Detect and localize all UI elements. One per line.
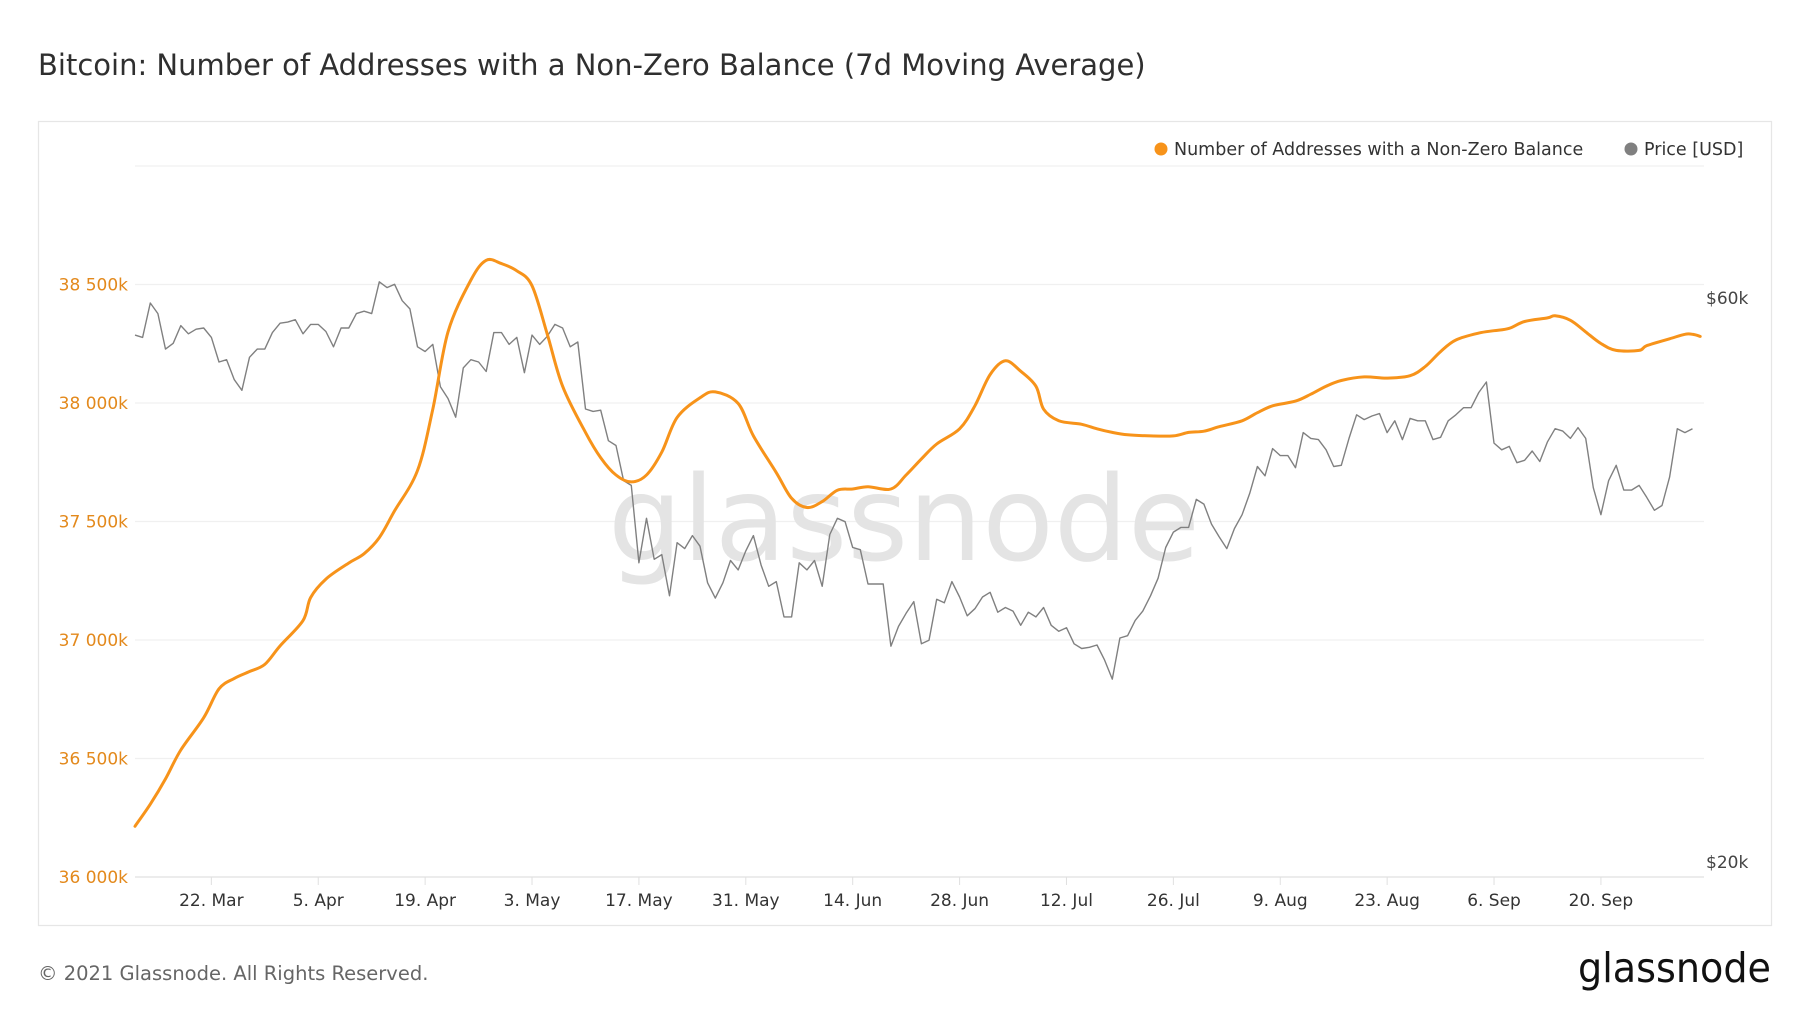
x-tick-label: 26. Jul: [1147, 891, 1200, 911]
x-tick-label: 19. Apr: [394, 891, 456, 911]
legend-label-price: Price [USD]: [1644, 140, 1743, 160]
chart-frame: [37, 120, 1773, 927]
x-tick-label: 14. Jun: [823, 891, 882, 911]
series-lines: [133, 257, 1702, 828]
grid-lines: [135, 165, 1704, 878]
x-tick-label: 28. Jun: [930, 891, 989, 911]
x-tick-label: 31. May: [712, 891, 780, 911]
addresses-line: [133, 257, 1702, 828]
x-tick-label: 3. May: [504, 891, 561, 911]
watermark-logo: glassnode: [608, 450, 1200, 588]
x-tick-label: 12. Jul: [1040, 891, 1093, 911]
chart-title: Bitcoin: Number of Addresses with a Non-…: [38, 48, 1146, 82]
x-tick-label: 20. Sep: [1569, 891, 1633, 911]
y-tick-label: 38 000k: [59, 394, 128, 414]
x-axis-labels: 22. Mar 5. Apr 19. Apr 3. May 17. May 31. May…: [179, 877, 1633, 911]
x-tick-label: 23. Aug: [1354, 891, 1420, 911]
x-tick-label: 5. Apr: [293, 891, 344, 911]
x-tick-label: 17. May: [605, 891, 673, 911]
legend-item-addresses[interactable]: Number of Addresses with a Non-Zero Bala…: [1154, 140, 1584, 160]
legend-dot-orange-icon: [1154, 142, 1168, 156]
legend-label-addresses: Number of Addresses with a Non-Zero Bala…: [1174, 140, 1583, 160]
y-tick-label: 37 000k: [59, 631, 128, 651]
price-line: [134, 281, 1693, 680]
copyright-text: © 2021 Glassnode. All Rights Reserved.: [38, 962, 428, 985]
left-axis-labels: 36 000k 36 500k 37 000k 37 500k 38 000k 38 50…: [59, 276, 128, 889]
legend-dot-gray-icon: [1624, 142, 1638, 156]
y-tick-label: 38 500k: [59, 276, 128, 296]
legend-item-price[interactable]: Price [USD]: [1624, 140, 1744, 160]
y-tick-label: 36 000k: [59, 868, 128, 888]
y2-tick-label: $20k: [1706, 853, 1748, 873]
y-tick-label: 36 500k: [59, 750, 128, 770]
x-tick-label: 9. Aug: [1253, 891, 1308, 911]
legend: Number of Addresses with a Non-Zero Bala…: [1154, 140, 1744, 160]
right-axis-labels: $60k $20k: [1706, 289, 1748, 873]
y2-tick-label: $60k: [1706, 289, 1748, 309]
x-tick-label: 6. Sep: [1467, 891, 1521, 911]
y-tick-label: 37 500k: [59, 513, 128, 533]
x-tick-label: 22. Mar: [179, 891, 244, 911]
glassnode-logo[interactable]: glassnode: [1578, 944, 1771, 992]
